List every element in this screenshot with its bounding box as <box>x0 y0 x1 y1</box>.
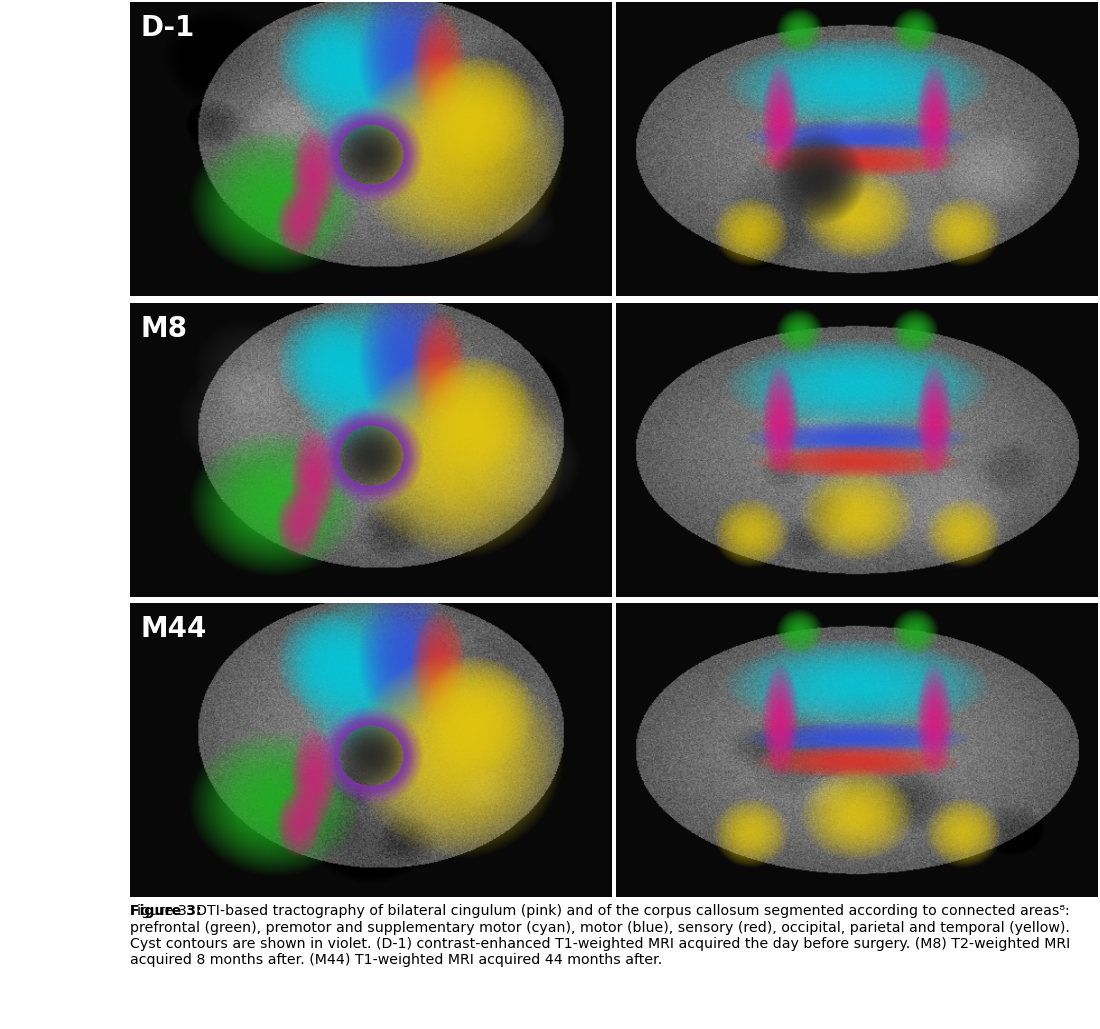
Text: Figure 3:: Figure 3: <box>130 904 201 919</box>
Text: Figure 3: DTI-based tractography of bilateral cingulum (pink) and of the corpus : Figure 3: DTI-based tractography of bila… <box>130 904 1070 967</box>
Text: M8: M8 <box>141 315 187 343</box>
Text: D-1: D-1 <box>141 14 195 42</box>
Text: M44: M44 <box>141 615 207 643</box>
